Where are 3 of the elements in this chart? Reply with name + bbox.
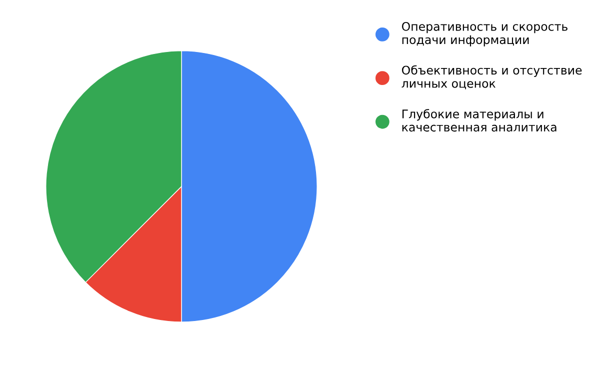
legend-label: Оперативность и скорость подачи информации [402,22,568,46]
legend-label: Объективность и отсутствие личных оценок [402,65,582,90]
legend-label: Глубокие материалы и качественная аналитика [402,109,556,132]
